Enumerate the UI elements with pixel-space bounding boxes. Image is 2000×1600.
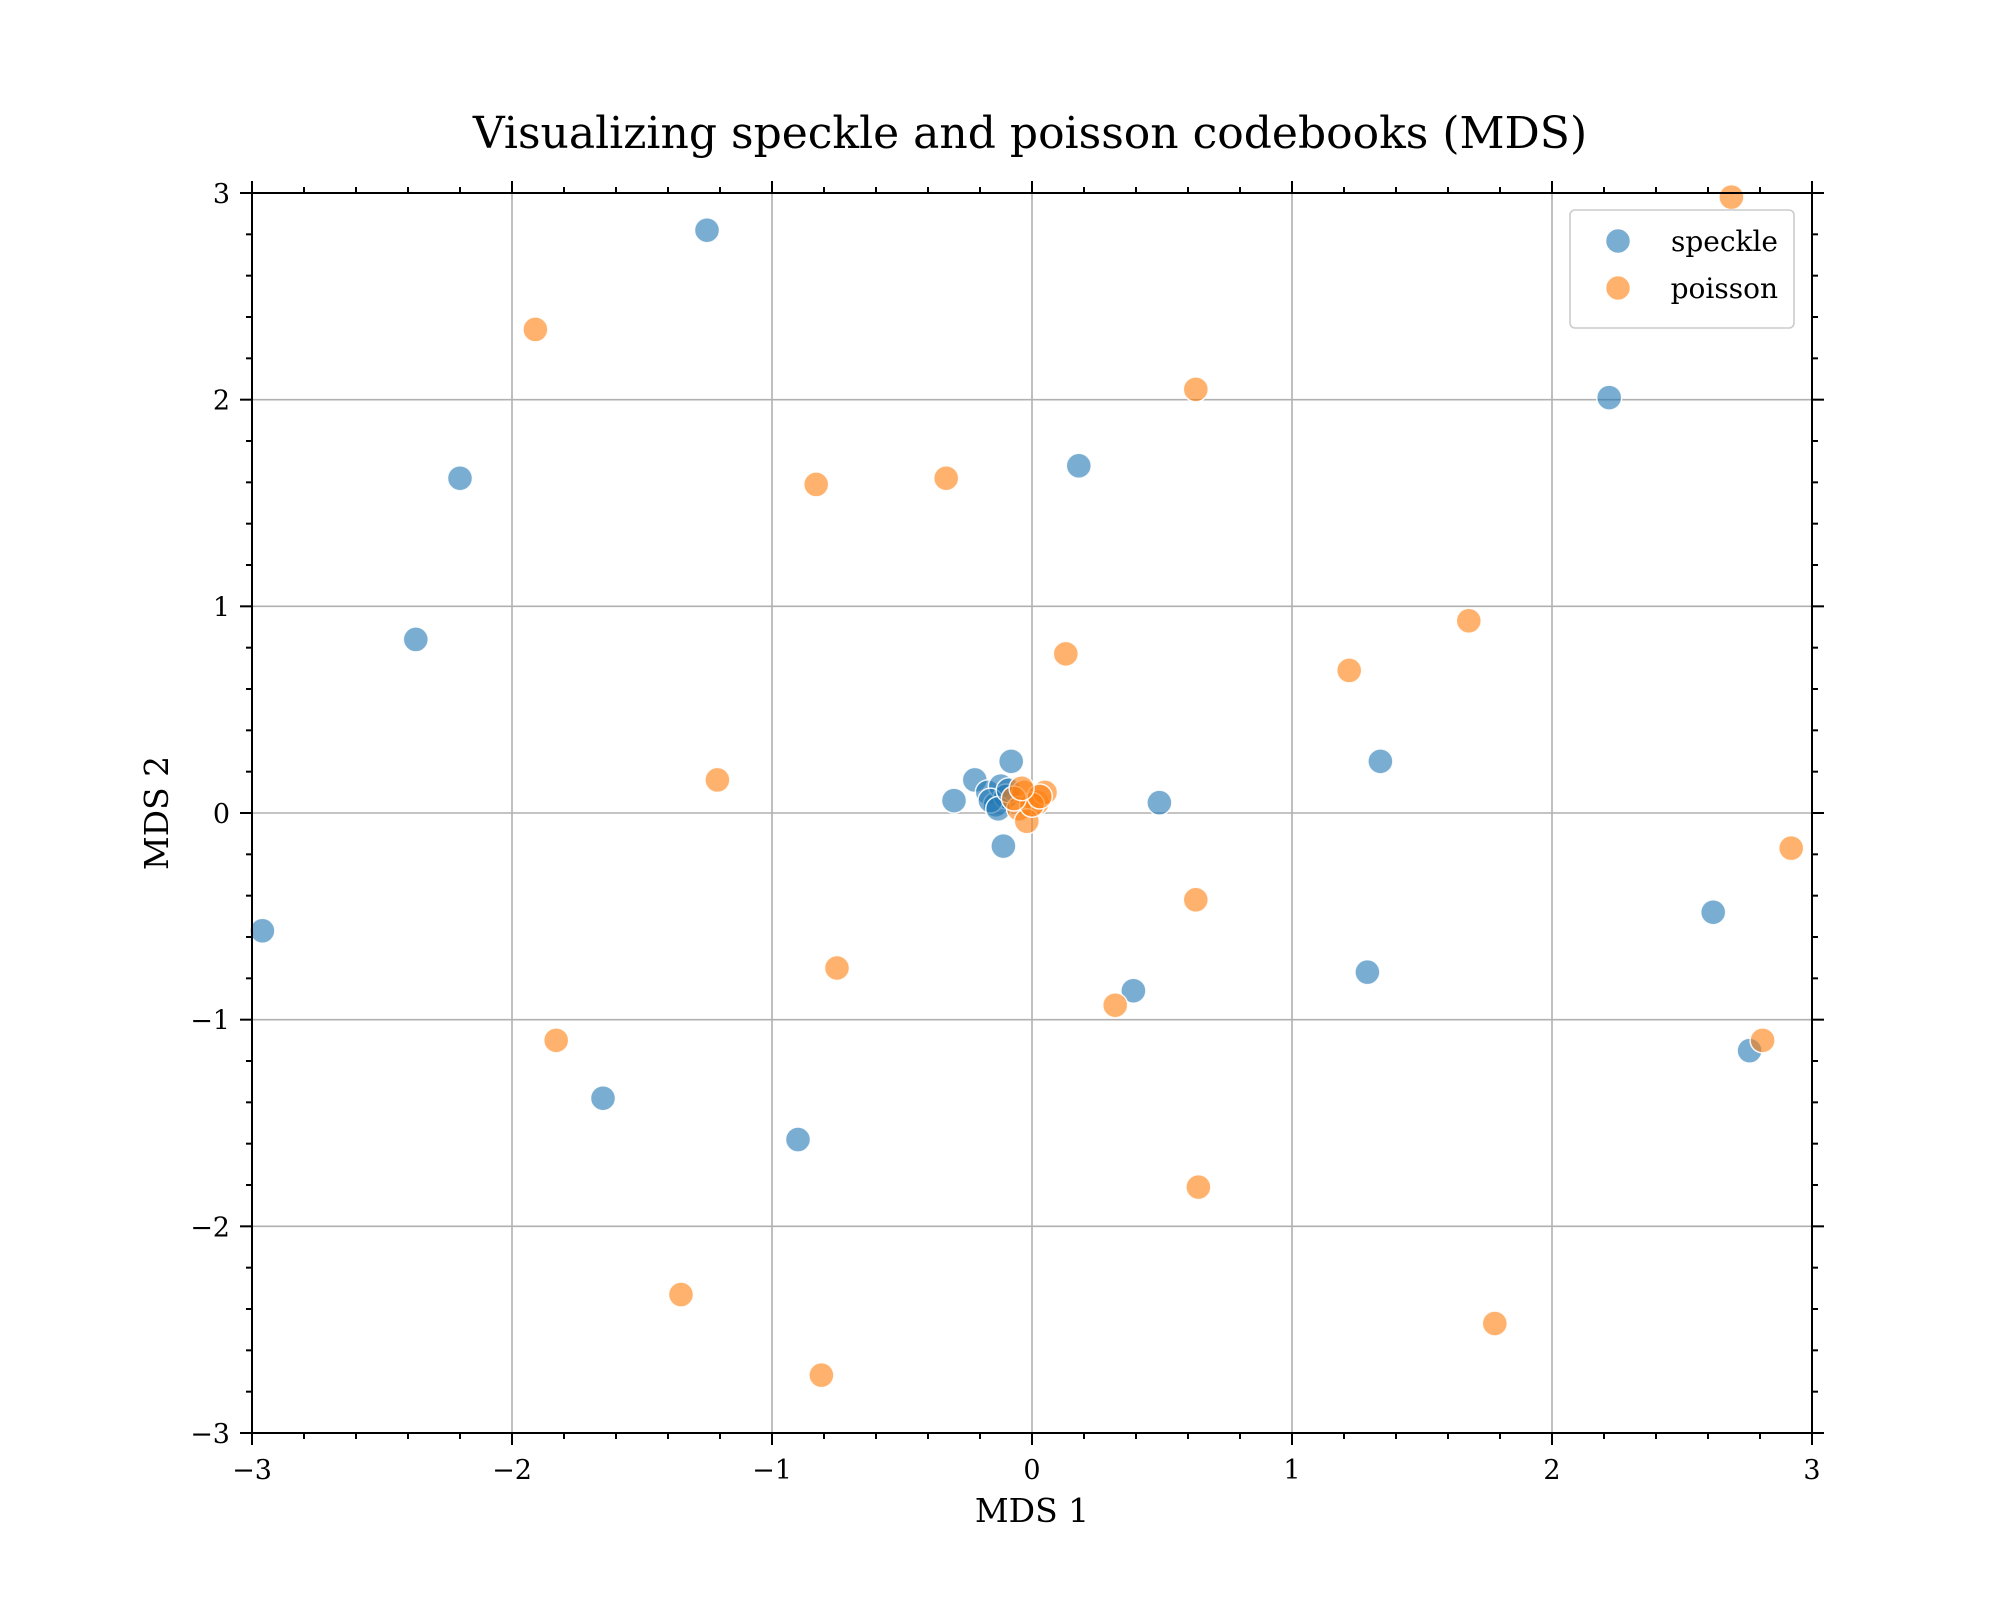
y-tick-label: 1 xyxy=(213,592,230,623)
poisson-point xyxy=(823,954,851,982)
poisson-point xyxy=(1455,607,1483,635)
poisson-point xyxy=(1185,1173,1212,1201)
speckle-point xyxy=(1146,789,1173,816)
poisson-point xyxy=(1182,376,1210,403)
poisson-point xyxy=(808,1361,835,1389)
poisson-point xyxy=(522,316,549,343)
grid xyxy=(252,193,1812,1433)
y-tick-label: −1 xyxy=(190,1006,230,1037)
speckle-point xyxy=(784,1126,812,1153)
axis-ticks: −3 −2 −1 0 1 2 3 −3 −2 −1 0 1 2 3 xyxy=(190,179,1824,1486)
poisson-point xyxy=(667,1281,695,1308)
speckle-point xyxy=(249,917,276,945)
data-points xyxy=(249,183,1805,1389)
speckle-point xyxy=(1120,977,1147,1004)
speckle-point xyxy=(589,1084,617,1112)
speckle-point xyxy=(402,626,430,653)
poisson-point xyxy=(1777,834,1805,862)
y-axis-label: MDS 2 xyxy=(137,756,176,870)
speckle-point xyxy=(1065,452,1093,480)
chart-title: Visualizing speckle and poisson codebook… xyxy=(472,108,1587,159)
speckle-point xyxy=(1595,384,1623,411)
x-tick-label: −3 xyxy=(232,1455,272,1486)
x-tick-label: 3 xyxy=(1803,1455,1820,1486)
x-tick-label: 1 xyxy=(1283,1455,1300,1486)
x-axis-label: MDS 1 xyxy=(975,1491,1089,1530)
speckle-point xyxy=(693,216,721,244)
legend-marker-speckle xyxy=(1604,227,1632,255)
x-tick-label: 0 xyxy=(1023,1455,1040,1486)
poisson-point xyxy=(1008,774,1035,802)
x-tick-label: −1 xyxy=(752,1455,792,1486)
legend-label-speckle: speckle xyxy=(1671,225,1778,258)
speckle-point xyxy=(940,787,968,814)
poisson-point xyxy=(1481,1310,1509,1337)
poisson-point xyxy=(704,766,731,794)
speckle-point xyxy=(1367,748,1394,775)
poisson-point xyxy=(1749,1027,1776,1054)
speckle-point xyxy=(990,832,1017,860)
poisson-point xyxy=(802,471,830,498)
legend-marker-poisson xyxy=(1604,274,1632,302)
poisson-point xyxy=(932,464,960,492)
poisson-point xyxy=(542,1027,570,1054)
legend-label-poisson: poisson xyxy=(1671,272,1778,305)
speckle-point xyxy=(1354,958,1381,986)
poisson-point xyxy=(1335,657,1363,684)
speckle-point xyxy=(997,748,1025,775)
x-tick-label: 2 xyxy=(1543,1455,1560,1486)
y-tick-label: −2 xyxy=(190,1212,230,1243)
poisson-point xyxy=(1052,640,1080,668)
speckle-point xyxy=(446,464,474,492)
poisson-point xyxy=(1182,886,1210,914)
poisson-point xyxy=(1718,183,1745,211)
poisson-point xyxy=(1101,991,1129,1019)
speckle-point xyxy=(1699,898,1727,926)
y-tick-label: −3 xyxy=(190,1419,230,1450)
y-tick-label: 2 xyxy=(213,386,230,417)
y-tick-label: 3 xyxy=(213,179,230,210)
legend: speckle poisson xyxy=(1569,209,1795,329)
x-tick-label: −2 xyxy=(492,1455,532,1486)
y-tick-label: 0 xyxy=(213,799,230,830)
